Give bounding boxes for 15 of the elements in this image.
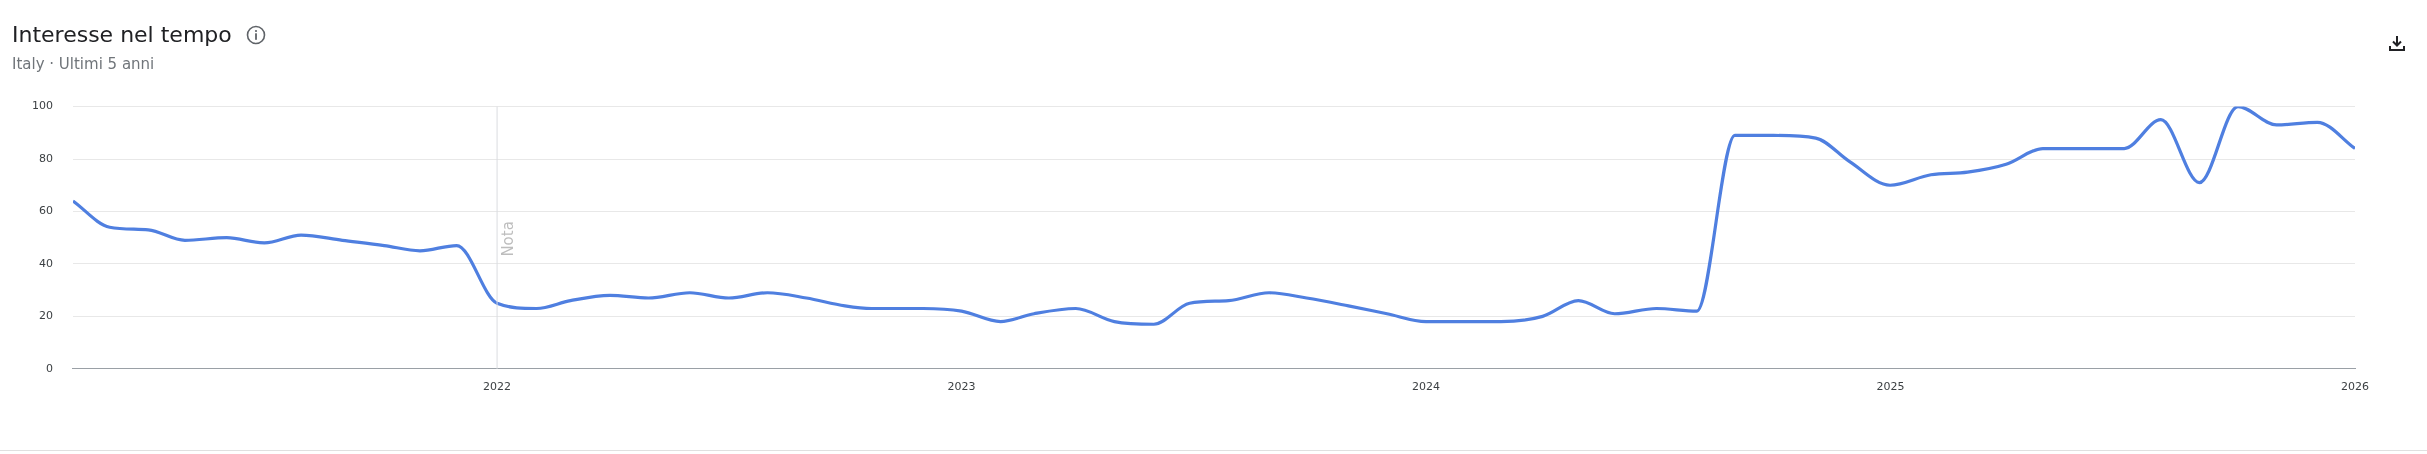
x-tick-label: 2025 [1876,380,1905,394]
chart-title: Interesse nel tempo [12,22,232,47]
y-tick-label: 80 [39,151,53,165]
ref-line-label: Nota [498,221,517,257]
x-tick-label: 2022 [483,380,512,394]
chart-subtitle: Italy · Ultimi 5 anni [12,55,156,73]
y-tick-label: 0 [46,361,53,375]
line-series [73,106,2355,326]
y-tick-label: 60 [39,204,53,218]
x-tick-label: 2026 [2341,380,2369,394]
y-tick-label: 40 [39,256,53,270]
y-tick-label: 100 [32,99,53,113]
x-tick-label: 2023 [947,380,976,394]
x-tick-label: 2024 [1412,380,1441,394]
y-tick-label: 20 [39,309,53,323]
